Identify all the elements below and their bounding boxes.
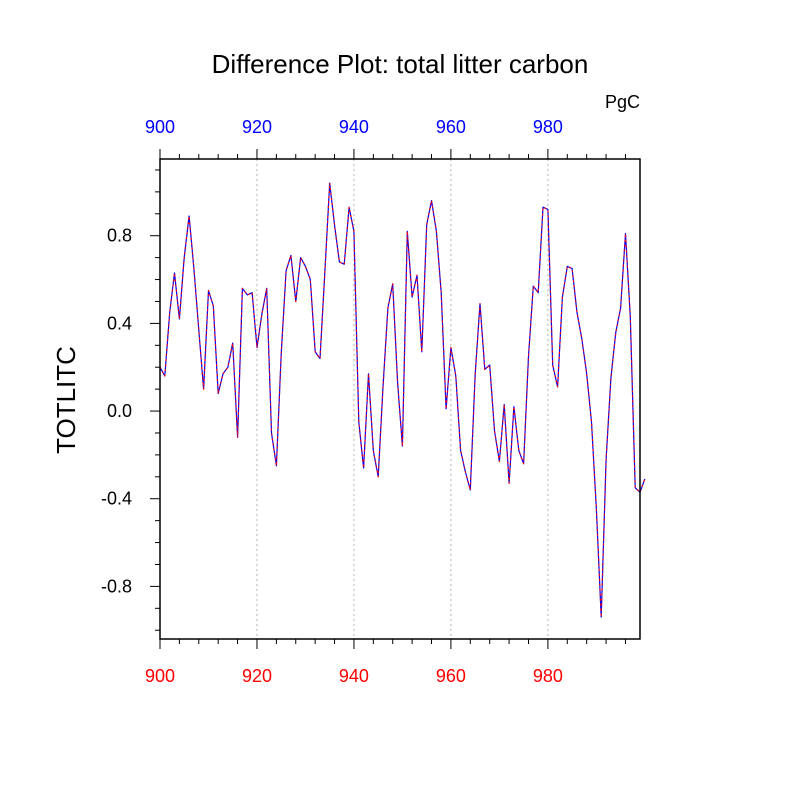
units-label: PgC xyxy=(605,92,640,112)
y-tick-label: 0.0 xyxy=(107,401,132,421)
x-tick-label-bottom: 940 xyxy=(339,666,369,686)
axes-layer xyxy=(159,158,641,640)
y-tick-label: 0.4 xyxy=(107,313,132,333)
x-tick-label-bottom: 960 xyxy=(436,666,466,686)
y-tick-label: 0.8 xyxy=(107,226,132,246)
series-line-red xyxy=(159,182,646,618)
label-layer: 900 900 920 920 940 940 960 960 980 980 -0.8 -0.4 0.… xyxy=(101,117,563,686)
x-tick-label-top: 980 xyxy=(533,117,563,137)
y-axis-label: TOTLITC xyxy=(51,346,81,454)
x-tick-label-top: 960 xyxy=(436,117,466,137)
x-tick-label-bottom: 980 xyxy=(533,666,563,686)
x-tick-label-top: 900 xyxy=(145,117,175,137)
grid-layer xyxy=(256,159,549,639)
series-line-blue xyxy=(159,182,646,618)
y-tick-label: -0.4 xyxy=(101,489,132,509)
series-layer xyxy=(159,182,646,618)
x-tick-label-top: 940 xyxy=(339,117,369,137)
y-tick-label: -0.8 xyxy=(101,576,132,596)
x-tick-label-bottom: 900 xyxy=(145,666,175,686)
chart-title: Difference Plot: total litter carbon xyxy=(212,49,589,79)
plot-frame xyxy=(159,158,641,640)
tick-layer xyxy=(150,149,626,649)
x-tick-label-bottom: 920 xyxy=(242,666,272,686)
x-tick-label-top: 920 xyxy=(242,117,272,137)
